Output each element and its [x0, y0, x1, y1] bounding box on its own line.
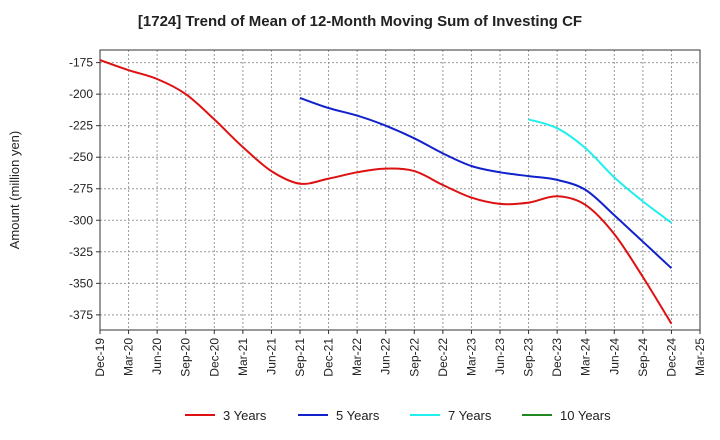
y-axis-ticks: -175 -200 -225 -250 -275 -300 -325 -350 -375	[69, 56, 100, 322]
y-tick-label: -175	[69, 56, 93, 70]
x-tick-label: Mar-24	[579, 338, 593, 376]
x-tick-label: Sep-22	[407, 338, 421, 377]
y-tick-label: -375	[69, 308, 93, 322]
y-axis-label: Amount (million yen)	[7, 131, 22, 250]
x-tick-label: Jun-20	[150, 338, 164, 375]
series-lines	[99, 59, 673, 325]
y-tick-label: -275	[69, 182, 93, 196]
x-tick-label: Mar-25	[693, 338, 707, 376]
y-tick-label: -325	[69, 245, 93, 259]
x-tick-label: Sep-21	[293, 338, 307, 377]
grid-lines	[100, 50, 700, 330]
x-tick-label: Sep-23	[522, 338, 536, 377]
chart-title: [1724] Trend of Mean of 12-Month Moving …	[137, 13, 583, 30]
x-tick-label: Jun-23	[493, 338, 507, 375]
x-tick-label: Mar-21	[236, 338, 250, 376]
y-tick-label: -350	[69, 276, 93, 290]
y-tick-label: -250	[69, 150, 93, 164]
legend-label: 5 Years	[336, 408, 380, 423]
x-tick-label: Mar-20	[122, 338, 136, 376]
series-line-5-years	[299, 96, 673, 269]
y-tick-label: -200	[69, 87, 93, 101]
x-tick-label: Mar-23	[464, 338, 478, 376]
legend: 3 Years 5 Years 7 Years 10 Years	[185, 408, 611, 423]
x-axis-ticks: Dec-19 Mar-20 Jun-20 Sep-20 Dec-20 Mar-21 Jun-…	[93, 330, 707, 377]
legend-label: 10 Years	[560, 408, 611, 423]
x-tick-label: Dec-24	[664, 338, 678, 377]
x-tick-label: Dec-20	[207, 338, 221, 377]
legend-label: 3 Years	[223, 408, 267, 423]
legend-label: 7 Years	[448, 408, 492, 423]
x-tick-label: Sep-20	[179, 338, 193, 377]
x-tick-label: Mar-22	[350, 338, 364, 376]
x-tick-label: Jun-21	[264, 338, 278, 375]
series-line-7-years	[528, 118, 673, 224]
series-line-3-years	[99, 59, 673, 325]
x-tick-label: Sep-24	[636, 338, 650, 377]
x-tick-label: Dec-23	[550, 338, 564, 377]
x-tick-label: Dec-19	[93, 338, 107, 377]
x-tick-label: Dec-21	[322, 338, 336, 377]
y-tick-label: -225	[69, 119, 93, 133]
x-tick-label: Dec-22	[436, 338, 450, 377]
y-tick-label: -300	[69, 213, 93, 227]
plot-area-frame	[99, 49, 701, 331]
x-tick-label: Jun-24	[607, 338, 621, 375]
x-tick-label: Jun-22	[379, 338, 393, 375]
